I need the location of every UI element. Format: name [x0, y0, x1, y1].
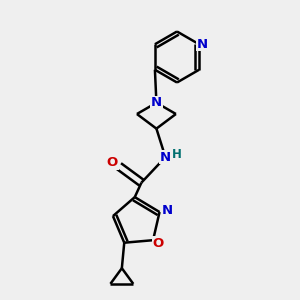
Text: H: H [172, 148, 182, 161]
Text: N: N [161, 204, 172, 217]
Text: O: O [153, 237, 164, 250]
Text: N: N [196, 38, 208, 51]
Text: O: O [107, 156, 118, 169]
Text: N: N [160, 151, 171, 164]
Text: N: N [151, 96, 162, 109]
